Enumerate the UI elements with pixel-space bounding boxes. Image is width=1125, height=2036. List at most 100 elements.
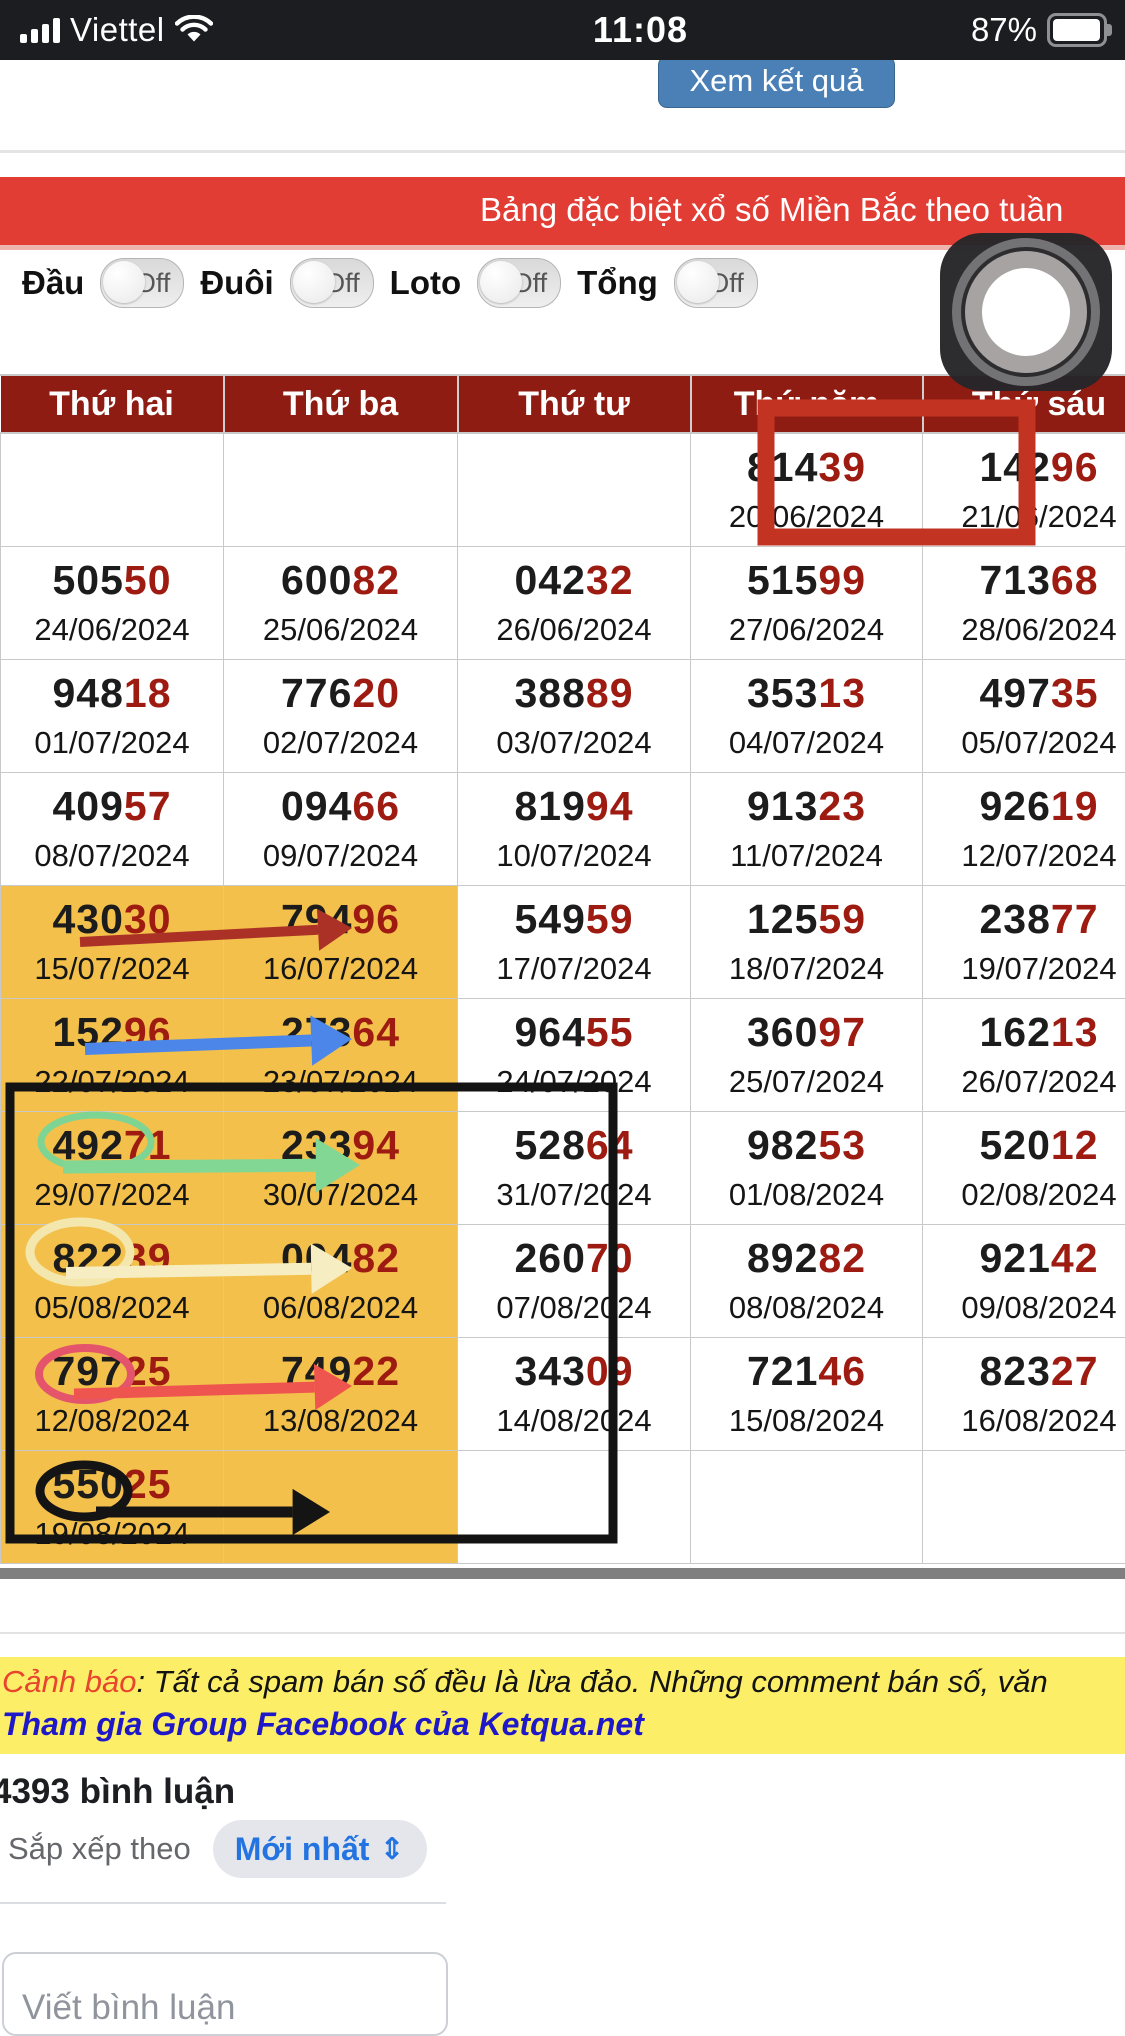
filter-label-2: Đuôi	[200, 264, 273, 302]
comments-divider	[0, 1632, 1125, 1634]
result-cell	[923, 1451, 1125, 1564]
facebook-group-link[interactable]: Tham gia Group Facebook của Ketqua.net	[0, 1700, 1125, 1743]
assistive-touch-icon	[952, 238, 1100, 386]
comment-input-placeholder: Viết bình luận	[22, 1988, 235, 2028]
toggle-knob	[293, 261, 335, 303]
sort-dropdown[interactable]: Mới nhất ⇕	[213, 1820, 427, 1878]
filter-label-1: Đầu	[22, 264, 84, 302]
sort-dropdown-value: Mới nhất	[235, 1831, 370, 1868]
wifi-icon	[175, 15, 213, 45]
comment-input[interactable]: Viết bình luận	[2, 1952, 448, 2036]
signal-strength-icon	[20, 17, 60, 43]
result-cell	[458, 433, 691, 547]
comment-sort-row: Sắp xếp theo Mới nhất ⇕	[8, 1820, 427, 1878]
filter-label-3: Loto	[390, 264, 461, 302]
warning-text: Cảnh báo: Tất cả spam bán số đều là lừa …	[0, 1657, 1125, 1700]
battery-icon	[1047, 13, 1107, 47]
table-bottom-bar	[0, 1568, 1125, 1579]
weekday-header: Thứ tư	[458, 376, 691, 433]
weekday-header: Thứ hai	[1, 376, 224, 433]
result-cell	[691, 1451, 923, 1564]
sort-by-label: Sắp xếp theo	[8, 1831, 191, 1867]
view-results-button[interactable]: Xem kết quả	[658, 56, 895, 108]
comment-count: 4393 bình luận	[0, 1772, 235, 1812]
result-cell	[224, 1451, 458, 1564]
warning-label: Cảnh báo	[2, 1664, 136, 1699]
result-cell	[458, 1451, 691, 1564]
toggle-knob	[677, 261, 719, 303]
special-table-banner: Bảng đặc biệt xổ số Miền Bắc theo tuần	[0, 177, 1125, 250]
status-bar: Viettel 11:08 87%	[0, 0, 1125, 60]
filter-toggle-3[interactable]: Off	[477, 258, 561, 308]
result-cell	[224, 433, 458, 547]
filter-toggle-4[interactable]: Off	[674, 258, 758, 308]
banner-title: Bảng đặc biệt xổ số Miền Bắc theo tuần	[0, 177, 1125, 243]
clock: 11:08	[350, 9, 971, 51]
carrier-label: Viettel	[70, 11, 165, 49]
filter-label-4: Tổng	[577, 264, 658, 302]
weekday-header: Thứ năm	[691, 376, 923, 433]
weekday-header: Thứ ba	[224, 376, 458, 433]
sort-order-icon: ⇕	[379, 1832, 404, 1867]
toggle-knob	[480, 261, 522, 303]
battery-percent: 87%	[971, 11, 1037, 49]
result-cell	[1, 433, 224, 547]
assistive-touch-button[interactable]	[940, 233, 1112, 391]
section-divider	[0, 150, 1125, 153]
filter-toggle-2[interactable]: Off	[290, 258, 374, 308]
spam-warning-banner: Cảnh báo: Tất cả spam bán số đều là lừa …	[0, 1657, 1125, 1754]
filter-toggle-1[interactable]: Off	[100, 258, 184, 308]
